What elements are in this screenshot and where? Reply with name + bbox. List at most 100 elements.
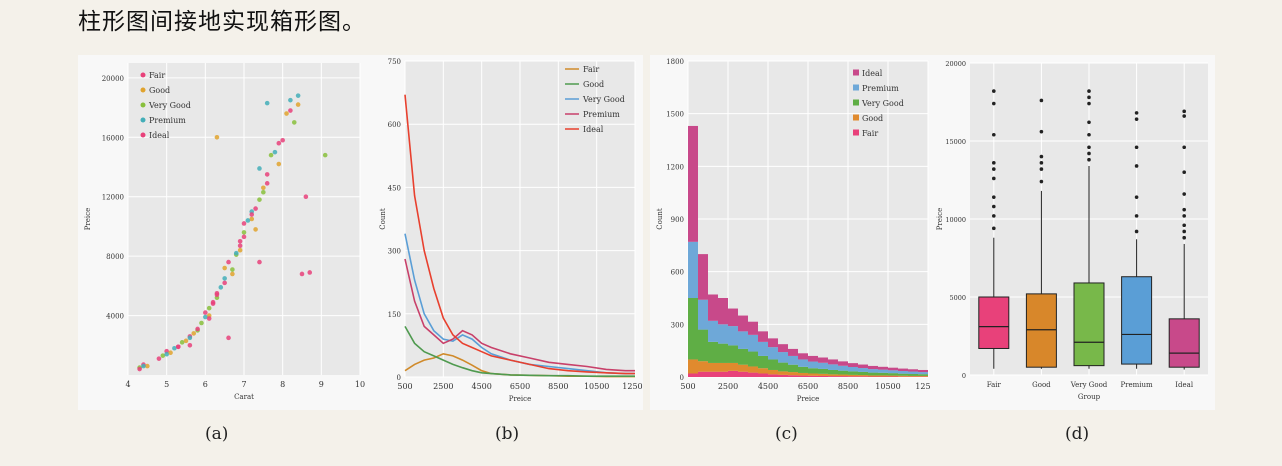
- histogram-bar: [888, 376, 898, 377]
- histogram-bar: [688, 241, 698, 298]
- scatter-point: [226, 259, 231, 265]
- histogram-bar: [798, 366, 808, 373]
- histogram-bar: [758, 331, 768, 342]
- histogram-bar: [838, 365, 848, 371]
- x-tick-label: 10500: [584, 382, 609, 391]
- outlier-point: [1039, 179, 1044, 184]
- histogram-bar: [788, 372, 798, 376]
- scatter-point: [214, 134, 220, 140]
- scatter-point: [206, 305, 212, 311]
- outlier-point: [1087, 151, 1091, 156]
- outlier-point: [1039, 154, 1044, 159]
- scatter-point: [187, 335, 193, 341]
- scatter-point: [218, 285, 224, 290]
- outlier-point: [1087, 89, 1091, 93]
- histogram-bar: [848, 371, 858, 375]
- histogram-bar: [798, 375, 808, 377]
- y-tick-label: 10000: [945, 216, 966, 224]
- legend-swatch: [140, 87, 146, 93]
- legend-label: Good: [149, 86, 170, 95]
- legend-swatch: [853, 114, 859, 121]
- histogram-bar: [908, 374, 918, 376]
- histogram-bar: [828, 376, 838, 377]
- x-tick-label: Fair: [987, 381, 1002, 389]
- scatter-point: [156, 356, 162, 361]
- scatter-point: [237, 238, 243, 244]
- x-tick-label: 6500: [798, 382, 818, 391]
- histogram-bar: [788, 375, 798, 377]
- scatter-point: [226, 335, 231, 341]
- outlier-point: [1182, 229, 1186, 234]
- y-tick-label: 1800: [666, 58, 684, 66]
- histogram-bar: [718, 371, 728, 377]
- y-tick-label: 8000: [106, 253, 124, 261]
- histogram-bar: [888, 375, 898, 377]
- histogram-bar: [758, 368, 768, 374]
- histogram-bar: [918, 375, 928, 377]
- scatter-point: [222, 265, 227, 271]
- histogram-bar: [888, 367, 898, 371]
- scatter-point: [264, 181, 270, 186]
- legend-swatch: [853, 84, 859, 91]
- histogram-bar: [718, 298, 728, 325]
- histogram-bar: [908, 369, 918, 372]
- scatter-point: [295, 102, 301, 107]
- series-line: [404, 258, 635, 372]
- outlier-point: [992, 226, 996, 231]
- histogram-bar: [698, 329, 708, 362]
- histogram-bar: [868, 376, 878, 377]
- top-text: 柱形图间接地实现箱形图。: [78, 9, 366, 35]
- y-axis-label: Preice: [936, 208, 944, 231]
- x-tick-label: 10: [355, 380, 365, 389]
- outlier-point: [1039, 98, 1044, 103]
- legend-label: Ideal: [862, 69, 883, 78]
- histogram-bar: [708, 320, 718, 342]
- histogram-bar: [698, 361, 708, 372]
- histogram-bar: [718, 343, 728, 363]
- histogram-bar: [738, 364, 748, 372]
- x-tick-label: 500: [397, 382, 412, 391]
- chart-b-panel: 500 2500 4500 6500 8500 10500 12500 0 150 300 450 6…: [373, 55, 643, 410]
- histogram-bar: [758, 355, 768, 369]
- x-tick-label: 2500: [718, 382, 738, 391]
- y-axis-label: Preice: [84, 208, 92, 231]
- scatter-point: [230, 271, 235, 277]
- histogram-bar: [828, 364, 838, 370]
- histogram-bar: [758, 341, 768, 356]
- outlier-point: [1182, 170, 1186, 174]
- legend-label: Premium: [583, 110, 620, 119]
- histogram-bar: [878, 366, 888, 370]
- outlier-point: [1087, 120, 1091, 125]
- histogram-bar: [698, 254, 708, 300]
- sublabel-a: (a): [205, 424, 229, 444]
- x-axis-label: Preice: [509, 395, 532, 403]
- histogram-bar: [698, 299, 708, 330]
- histogram-bar: [818, 375, 828, 377]
- outlier-point: [1039, 167, 1044, 171]
- scatter-point: [191, 331, 197, 336]
- x-tick-label: 4: [125, 380, 130, 389]
- scatter-point: [160, 353, 166, 358]
- scatter-point: [179, 340, 185, 345]
- chart-b-line: 500 2500 4500 6500 8500 10500 12500 0 150 300 450 6…: [379, 58, 643, 403]
- scatter-point: [249, 212, 255, 217]
- y-tick-label: 1500: [666, 111, 684, 119]
- histogram-bar: [868, 369, 878, 373]
- histogram-bar: [728, 345, 738, 363]
- histogram-bar: [838, 374, 848, 377]
- outlier-point: [992, 89, 996, 93]
- legend-label: Good: [862, 114, 883, 123]
- scatter-point: [241, 234, 247, 240]
- legend-label: Very Good: [148, 101, 191, 110]
- outlier-point: [1134, 195, 1139, 199]
- scatter-point: [245, 218, 251, 223]
- histogram-bar: [738, 371, 748, 377]
- x-tick-label: 6: [203, 380, 208, 389]
- scatter-point: [276, 161, 282, 167]
- histogram-bar: [798, 372, 808, 376]
- y-tick-label: 5000: [949, 294, 966, 302]
- y-tick-label: 20000: [945, 60, 966, 68]
- histogram-bar: [858, 368, 868, 372]
- scatter-point: [141, 363, 146, 369]
- histogram-bar: [878, 375, 888, 377]
